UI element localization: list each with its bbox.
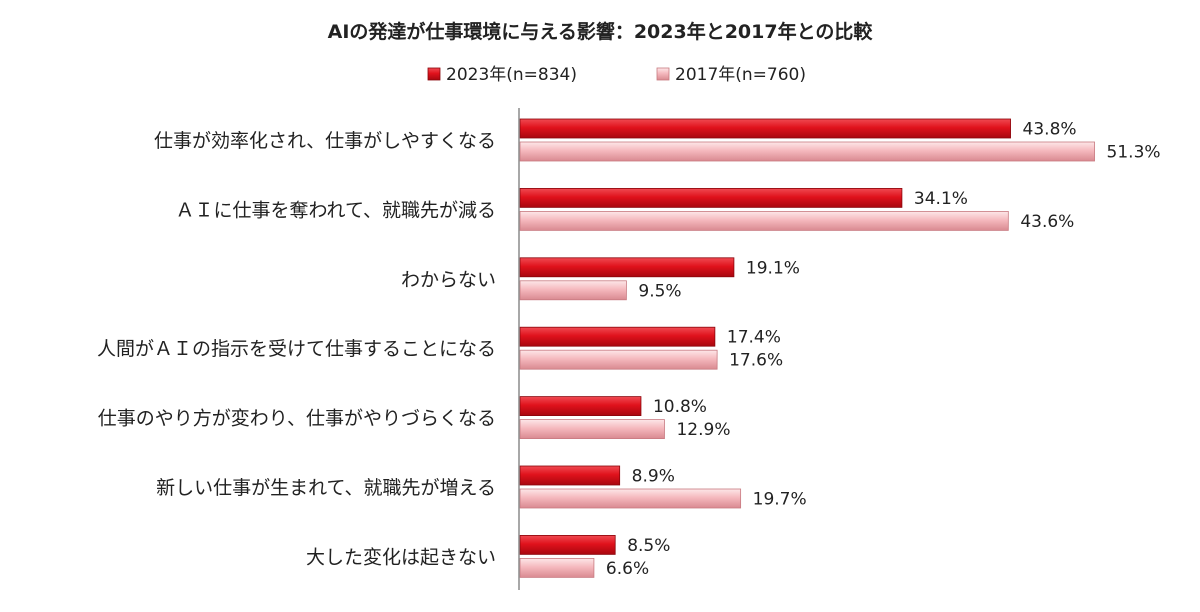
bar-2023 [519, 257, 735, 278]
bar-2017 [519, 349, 718, 370]
data-label-2023: 43.8% [1023, 120, 1077, 140]
plot-area: 仕事が効率化され、仕事がしやすくなる 43.8% 51.3% ＡＩに仕事を奪われて、就… [97, 118, 1161, 579]
category-label: 大した変化は起きない [306, 546, 496, 568]
bar-2023 [519, 326, 716, 347]
data-label-2023: 17.4% [727, 328, 781, 348]
bar-2023 [519, 535, 616, 555]
bar-2017 [519, 558, 595, 578]
data-label-2023: 8.9% [632, 467, 675, 487]
bar-2017 [519, 488, 742, 509]
category-group: 仕事が効率化され、仕事がしやすくなる 43.8% 51.3% [154, 118, 1161, 163]
data-label-2017: 19.7% [753, 490, 807, 510]
category-label: 新しい仕事が生まれて、就職先が増える [156, 477, 496, 499]
category-label: 仕事のやり方が変わり、仕事がやりづらくなる [98, 408, 496, 430]
data-label-2023: 10.8% [653, 397, 707, 417]
legend-label-2017: 2017年(n=760) [675, 65, 806, 85]
data-label-2017: 9.5% [638, 281, 681, 301]
category-label: 仕事が効率化され、仕事がしやすくなる [154, 130, 496, 152]
bar-2023 [519, 118, 1011, 139]
category-group: ＡＩに仕事を奪われて、就職先が減る 34.1% 43.6% [175, 187, 1074, 232]
legend-swatch-2017 [656, 67, 670, 81]
category-group: わからない 19.1% 9.5% [401, 257, 800, 301]
data-label-2017: 6.6% [606, 559, 649, 579]
data-label-2017: 43.6% [1020, 212, 1074, 232]
data-label-2023: 8.5% [627, 536, 670, 556]
category-group: 大した変化は起きない 8.5% 6.6% [306, 535, 670, 579]
category-label: ＡＩに仕事を奪われて、就職先が減る [175, 199, 496, 221]
data-label-2017: 51.3% [1107, 143, 1161, 163]
bar-2017 [519, 419, 665, 440]
bar-2017 [519, 141, 1095, 162]
legend-swatch-2023 [427, 67, 441, 81]
bar-2017 [519, 210, 1009, 231]
bar-2017 [519, 280, 627, 301]
chart-title: AIの発達が仕事環境に与える影響：2023年と2017年との比較 [328, 20, 874, 43]
category-label: 人間がＡＩの指示を受けて仕事することになる [97, 338, 496, 360]
bar-2023 [519, 396, 642, 417]
legend: 2023年(n=834) 2017年(n=760) [427, 65, 806, 85]
category-group: 人間がＡＩの指示を受けて仕事することになる 17.4% 17.6% [97, 326, 783, 371]
category-group: 新しい仕事が生まれて、就職先が増える 8.9% 19.7% [156, 465, 807, 510]
data-label-2023: 34.1% [914, 189, 968, 209]
data-label-2017: 12.9% [676, 420, 730, 440]
bar-2023 [519, 187, 903, 208]
category-label: わからない [401, 269, 496, 291]
data-label-2023: 19.1% [746, 258, 800, 278]
category-group: 仕事のやり方が変わり、仕事がやりづらくなる 10.8% 12.9% [98, 396, 730, 440]
legend-label-2023: 2023年(n=834) [446, 65, 577, 85]
data-label-2017: 17.6% [729, 351, 783, 371]
bar-2023 [519, 465, 621, 486]
